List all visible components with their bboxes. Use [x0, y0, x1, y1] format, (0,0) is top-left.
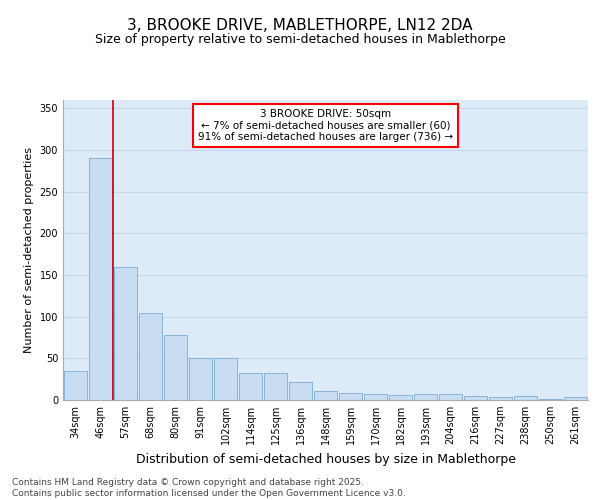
Bar — [89, 158, 112, 400]
Bar — [64, 371, 87, 400]
Bar — [439, 394, 462, 400]
Bar — [189, 358, 212, 400]
Bar — [214, 358, 237, 400]
Bar — [539, 399, 562, 400]
Bar — [464, 396, 487, 400]
Bar — [314, 391, 337, 400]
Bar — [289, 382, 312, 400]
Bar — [339, 392, 362, 400]
Text: 3 BROOKE DRIVE: 50sqm
← 7% of semi-detached houses are smaller (60)
91% of semi-: 3 BROOKE DRIVE: 50sqm ← 7% of semi-detac… — [198, 109, 453, 142]
Bar — [489, 396, 512, 400]
Bar — [364, 394, 387, 400]
Text: 3, BROOKE DRIVE, MABLETHORPE, LN12 2DA: 3, BROOKE DRIVE, MABLETHORPE, LN12 2DA — [127, 18, 473, 32]
Y-axis label: Number of semi-detached properties: Number of semi-detached properties — [24, 147, 34, 353]
Bar — [239, 372, 262, 400]
Text: Size of property relative to semi-detached houses in Mablethorpe: Size of property relative to semi-detach… — [95, 32, 505, 46]
Bar — [414, 394, 437, 400]
Bar — [564, 396, 587, 400]
Bar — [139, 314, 162, 400]
X-axis label: Distribution of semi-detached houses by size in Mablethorpe: Distribution of semi-detached houses by … — [136, 452, 515, 466]
Text: Contains HM Land Registry data © Crown copyright and database right 2025.
Contai: Contains HM Land Registry data © Crown c… — [12, 478, 406, 498]
Bar — [164, 335, 187, 400]
Bar — [114, 266, 137, 400]
Bar — [514, 396, 537, 400]
Bar — [264, 372, 287, 400]
Bar — [389, 395, 412, 400]
